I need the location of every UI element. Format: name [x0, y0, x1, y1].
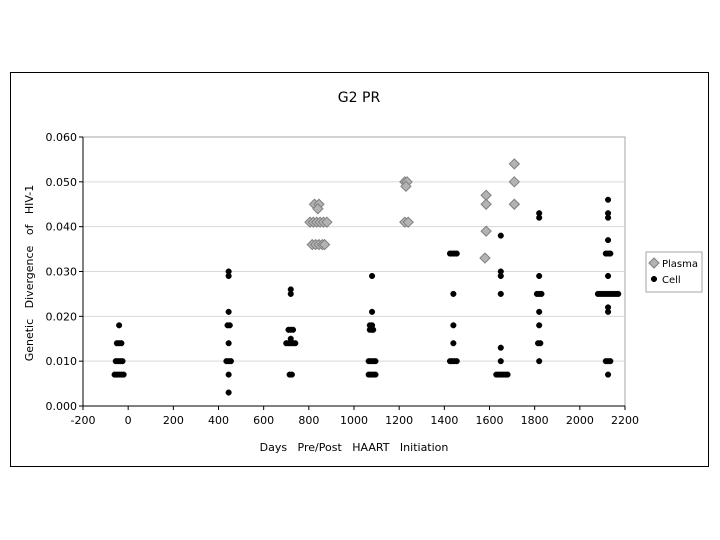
cell-point — [536, 214, 543, 221]
cell-point — [497, 232, 504, 239]
y-tick-label: 0.000 — [46, 400, 78, 413]
cell-point — [615, 290, 622, 297]
legend-marker-cell — [650, 275, 658, 283]
cell-point — [605, 308, 612, 315]
cell-point — [607, 250, 614, 257]
cell-point — [497, 344, 504, 351]
axes: 0.000 0.010 0.020 0.030 0.040 0.050 0.060 -200 0… — [46, 131, 640, 427]
scatter-chart: 0.000 0.010 0.020 0.030 0.040 0.050 0.060 -200 0… — [23, 90, 703, 454]
y-tick-label: 0.050 — [46, 176, 78, 189]
cell-point — [289, 326, 297, 333]
cell-point — [227, 358, 234, 365]
x-axis-title: Days Pre/Post HAART Initiation — [260, 441, 449, 454]
plasma-point — [402, 216, 414, 228]
cell-point — [536, 308, 543, 315]
cell-point — [287, 290, 294, 297]
cell-point — [605, 196, 612, 203]
plasma-point — [318, 238, 331, 251]
cell-point — [497, 290, 504, 297]
cell-point — [605, 214, 612, 221]
cell-point — [369, 308, 376, 315]
grid-lines — [83, 181, 625, 362]
cell-point — [497, 358, 504, 365]
cell-point — [453, 358, 460, 365]
x-tick-label: 2000 — [566, 414, 594, 427]
cell-point — [370, 326, 377, 333]
x-tick-label: 1000 — [340, 414, 368, 427]
plasma-point — [480, 198, 492, 210]
x-tick-label: 1400 — [430, 414, 458, 427]
x-tick-label: 400 — [208, 414, 229, 427]
cell-point — [225, 340, 232, 347]
x-tick-label: -200 — [71, 414, 96, 427]
cell-point — [226, 322, 233, 329]
plasma-point — [400, 180, 412, 193]
x-tick-label: 1200 — [385, 414, 413, 427]
plasma-point — [479, 252, 491, 264]
y-tick-label: 0.030 — [46, 266, 78, 279]
cell-point — [292, 340, 299, 347]
legend: Plasma Cell — [645, 251, 703, 293]
cell-point — [605, 237, 612, 244]
plasma-point — [321, 216, 333, 228]
cell-point — [450, 340, 457, 347]
cell-point — [536, 322, 543, 329]
cell-point — [116, 322, 123, 329]
cell-point — [118, 340, 125, 347]
chart-frame: 0.000 0.010 0.020 0.030 0.040 0.050 0.060 -200 0… — [10, 72, 709, 467]
cell-point — [536, 272, 543, 280]
x-tick-label: 800 — [298, 414, 319, 427]
cell-point — [537, 340, 544, 347]
data-points — [111, 158, 622, 396]
cell-point — [120, 371, 127, 378]
cell-point — [605, 371, 612, 378]
legend-marker-plasma — [648, 257, 660, 269]
plasma-point — [508, 158, 521, 170]
legend-label-cell: Cell — [662, 275, 681, 286]
plasma-point — [480, 225, 492, 237]
cell-point — [450, 290, 457, 297]
cell-point — [225, 308, 232, 315]
cell-point — [369, 272, 376, 280]
cell-point — [453, 250, 460, 257]
x-tick-label: 600 — [253, 414, 274, 427]
cell-point — [372, 358, 379, 365]
plasma-point — [508, 176, 521, 188]
plasma-point — [508, 198, 521, 210]
x-tick-label: 200 — [163, 414, 184, 427]
cell-point — [225, 371, 232, 378]
x-tick-label: 1800 — [521, 414, 549, 427]
legend-label-plasma: Plasma — [662, 259, 698, 270]
x-tick-label: 2200 — [611, 414, 639, 427]
cell-point — [605, 272, 612, 280]
y-tick-label: 0.020 — [46, 310, 78, 323]
cell-point — [450, 322, 457, 329]
cell-point — [287, 335, 294, 342]
y-tick-label: 0.010 — [46, 355, 78, 368]
y-tick-label: 0.040 — [46, 221, 78, 234]
cell-point — [225, 389, 232, 396]
cell-point — [372, 371, 379, 378]
cell-point — [497, 272, 504, 280]
cell-point — [225, 272, 232, 280]
cell-point — [538, 290, 545, 297]
cell-point — [119, 358, 126, 365]
cell-point — [536, 358, 543, 365]
y-tick-label: 0.060 — [46, 131, 78, 144]
plasma-point — [312, 203, 324, 215]
x-tick-label: 0 — [125, 414, 132, 427]
x-tick-label: 1600 — [476, 414, 504, 427]
cell-point — [504, 371, 511, 378]
chart-title: G2 PR — [338, 90, 381, 106]
cell-point — [607, 358, 614, 365]
cell-point — [288, 371, 295, 378]
y-axis-title: Genetic Divergence of HIV-1 — [23, 185, 36, 362]
